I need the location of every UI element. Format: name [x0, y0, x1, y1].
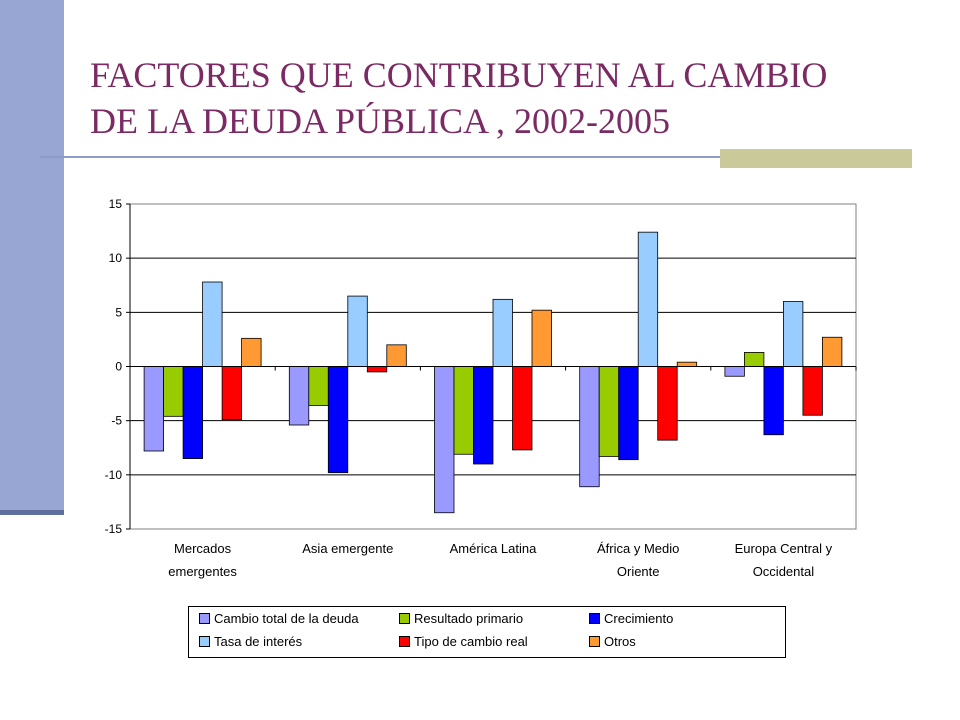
legend-label: Cambio total de la deuda	[214, 610, 359, 626]
category-label: Asia emergente	[302, 541, 393, 556]
legend-swatch	[199, 612, 210, 624]
bar	[327, 366, 349, 474]
category-label: Europa Central y	[735, 541, 833, 556]
title-divider-accent	[720, 149, 912, 168]
chart-legend: Cambio total de la deuda Resultado prima…	[188, 606, 786, 658]
legend-label: Crecimiento	[604, 610, 674, 626]
bar	[473, 366, 494, 465]
bar	[143, 366, 164, 452]
legend-swatch	[589, 635, 600, 647]
bar	[531, 309, 552, 367]
legend-label: Resultado primario	[414, 610, 524, 626]
y-tick-label: 5	[115, 305, 122, 319]
bar	[434, 366, 455, 514]
bar	[221, 366, 243, 420]
bar	[288, 366, 310, 426]
bar	[579, 366, 600, 488]
bar	[347, 295, 368, 367]
bar	[386, 344, 407, 367]
bar	[453, 366, 474, 455]
bar	[763, 366, 784, 436]
y-tick-label: 0	[115, 360, 122, 374]
legend-swatch	[589, 612, 600, 624]
legend-label: Tipo de cambio real	[414, 633, 528, 649]
y-tick-label: 10	[109, 251, 123, 265]
bar	[241, 337, 262, 367]
slide-title-line-1: FACTORES QUE CONTRIBUYEN AL CAMBIO	[90, 55, 828, 95]
bar	[637, 231, 659, 367]
category-label: América Latina	[450, 541, 537, 556]
legend-swatch	[199, 635, 210, 647]
y-tick-label: -15	[105, 522, 123, 536]
bar	[182, 366, 203, 459]
legend-item-crecimiento: Crecimiento	[589, 610, 674, 626]
category-label: Oriente	[617, 564, 660, 579]
category-label: emergentes	[168, 564, 237, 579]
slide-title: FACTORES QUE CONTRIBUYEN AL CAMBIO DE LA…	[90, 52, 940, 144]
legend-swatch	[399, 635, 410, 647]
y-tick-label: -5	[111, 414, 122, 428]
slide-title-line-2: DE LA DEUDA PÚBLICA , 2002-2005	[90, 101, 671, 141]
bar-chart: 15 10 5 0 -5 -10 -15 Mercados emergentes Asia eme…	[105, 197, 857, 579]
category-label: Mercados	[174, 541, 232, 556]
bar	[512, 366, 533, 451]
bar	[744, 352, 765, 367]
y-tick-label: 15	[109, 197, 123, 211]
legend-label: Tasa de interés	[214, 633, 303, 649]
title-divider	[40, 156, 912, 158]
legend-item-tipo-cambio: Tipo de cambio real	[399, 633, 528, 649]
bar	[492, 298, 513, 367]
bar	[822, 336, 843, 367]
bar	[657, 366, 678, 441]
bar	[163, 366, 184, 417]
bar	[598, 366, 620, 457]
side-accent-bar	[0, 0, 64, 514]
category-label: África y Medio	[597, 541, 679, 556]
bar	[618, 366, 639, 461]
bar	[802, 366, 823, 416]
bar	[676, 361, 698, 367]
bar	[202, 281, 223, 367]
bar	[783, 301, 804, 367]
bar	[308, 366, 329, 406]
legend-item-resultado-primario: Resultado primario	[399, 610, 524, 626]
side-accent-bar-shadow	[0, 510, 64, 515]
legend-swatch	[399, 612, 410, 624]
legend-label: Otros	[604, 633, 636, 649]
bar	[366, 366, 388, 373]
legend-item-cambio-total: Cambio total de la deuda	[199, 610, 359, 626]
bar	[724, 366, 745, 377]
category-label: Occidental	[753, 564, 815, 579]
y-tick-label: -10	[105, 468, 123, 482]
legend-item-otros: Otros	[589, 633, 636, 649]
legend-item-tasa-interes: Tasa de interés	[199, 633, 303, 649]
